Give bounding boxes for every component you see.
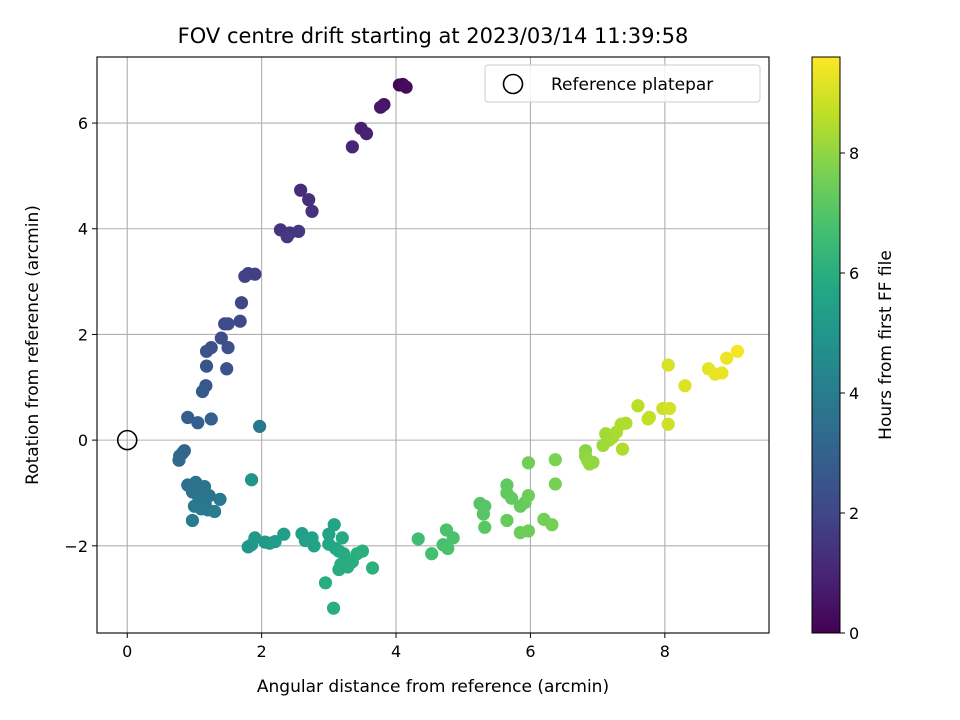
data-point: [411, 532, 425, 546]
x-tick-label: 4: [391, 642, 401, 661]
data-point: [292, 224, 306, 238]
y-tick-label: 4: [78, 220, 88, 239]
y-tick-label: 6: [78, 114, 88, 133]
reference-platepar-marker: [116, 429, 138, 451]
data-point: [631, 399, 645, 413]
chart-title: FOV centre drift starting at 2023/03/14 …: [178, 24, 689, 48]
data-point: [248, 267, 262, 281]
y-tick-label: 0: [78, 431, 88, 450]
data-point: [521, 456, 536, 470]
data-point: [619, 416, 633, 430]
y-axis: −2 0 2 4 6: [64, 114, 97, 556]
data-point: [181, 410, 195, 424]
data-point: [327, 518, 341, 532]
data-point: [294, 183, 308, 197]
data-point: [730, 344, 745, 358]
data-point: [238, 269, 252, 283]
data-point: [305, 204, 319, 218]
data-point: [615, 442, 630, 456]
data-point: [221, 317, 235, 331]
grid: [97, 57, 769, 633]
data-point: [441, 541, 455, 556]
data-point: [307, 539, 321, 553]
data-point: [244, 473, 259, 487]
data-point: [280, 230, 294, 244]
data-point: [185, 513, 200, 528]
data-points: [172, 77, 745, 615]
x-tick-label: 0: [122, 642, 132, 661]
data-point: [253, 419, 267, 433]
colorbar-label: Hours from first FF file: [876, 250, 896, 440]
data-point: [199, 359, 214, 373]
data-point: [399, 80, 413, 94]
data-point: [505, 491, 519, 505]
data-point: [425, 547, 439, 561]
colorbar-tick-label: 6: [849, 264, 859, 283]
data-point: [548, 453, 562, 467]
data-point: [214, 331, 228, 345]
data-point: [373, 100, 388, 114]
data-point: [268, 534, 282, 549]
data-point: [548, 477, 562, 491]
legend-entry: Reference platepar: [551, 75, 713, 95]
data-point: [355, 544, 370, 558]
data-point: [500, 513, 514, 528]
x-axis-label: Angular distance from reference (arcmin): [257, 677, 609, 697]
data-point: [661, 417, 675, 431]
legend-marker: [502, 73, 524, 95]
colorbar-tick-label: 4: [849, 384, 859, 403]
data-point: [195, 384, 210, 399]
colorbar: 0 2 4 6 8 Hours from first FF file: [811, 56, 896, 643]
data-point: [365, 561, 380, 575]
data-point: [642, 410, 656, 424]
data-point: [234, 296, 249, 310]
plot-frame: [96, 56, 770, 634]
data-point: [302, 193, 316, 207]
y-tick-label: 2: [78, 325, 88, 344]
data-point: [586, 455, 600, 469]
data-point: [662, 401, 677, 416]
data-point: [199, 344, 214, 358]
legend-box: [484, 64, 761, 103]
data-point: [191, 416, 205, 430]
data-point: [172, 453, 186, 467]
data-point: [359, 127, 374, 141]
data-point: [198, 496, 212, 511]
x-tick-label: 8: [660, 642, 670, 661]
colorbar-tick-label: 8: [849, 144, 859, 163]
data-point: [661, 358, 675, 372]
data-point: [545, 518, 559, 532]
data-point: [221, 341, 235, 355]
data-point: [715, 366, 729, 380]
data-point: [204, 412, 218, 426]
data-point: [446, 531, 460, 545]
colorbar-ticks: 0 2 4 6 8: [840, 144, 859, 643]
data-point: [678, 379, 692, 393]
data-point: [521, 489, 536, 503]
data-point: [213, 492, 227, 506]
data-point: [220, 362, 234, 376]
legend: Reference platepar: [484, 64, 761, 103]
data-point: [335, 531, 349, 545]
data-point: [476, 507, 490, 521]
x-tick-label: 6: [525, 642, 535, 661]
data-point: [318, 576, 333, 590]
x-axis: 0 2 4 6 8: [122, 633, 670, 661]
data-point: [248, 531, 262, 545]
y-tick-label: −2: [64, 537, 88, 556]
x-tick-label: 2: [257, 642, 267, 661]
data-point: [478, 520, 492, 534]
data-point: [326, 601, 341, 615]
colorbar-tick-label: 2: [849, 504, 859, 523]
data-point: [277, 527, 291, 541]
data-point: [720, 351, 734, 365]
data-point: [233, 314, 247, 328]
y-axis-label: Rotation from reference (arcmin): [23, 205, 43, 485]
colorbar-tick-label: 0: [849, 624, 859, 643]
colorbar-gradient: [811, 56, 841, 634]
data-point: [345, 140, 359, 154]
data-point: [521, 524, 536, 538]
data-point: [208, 504, 222, 519]
